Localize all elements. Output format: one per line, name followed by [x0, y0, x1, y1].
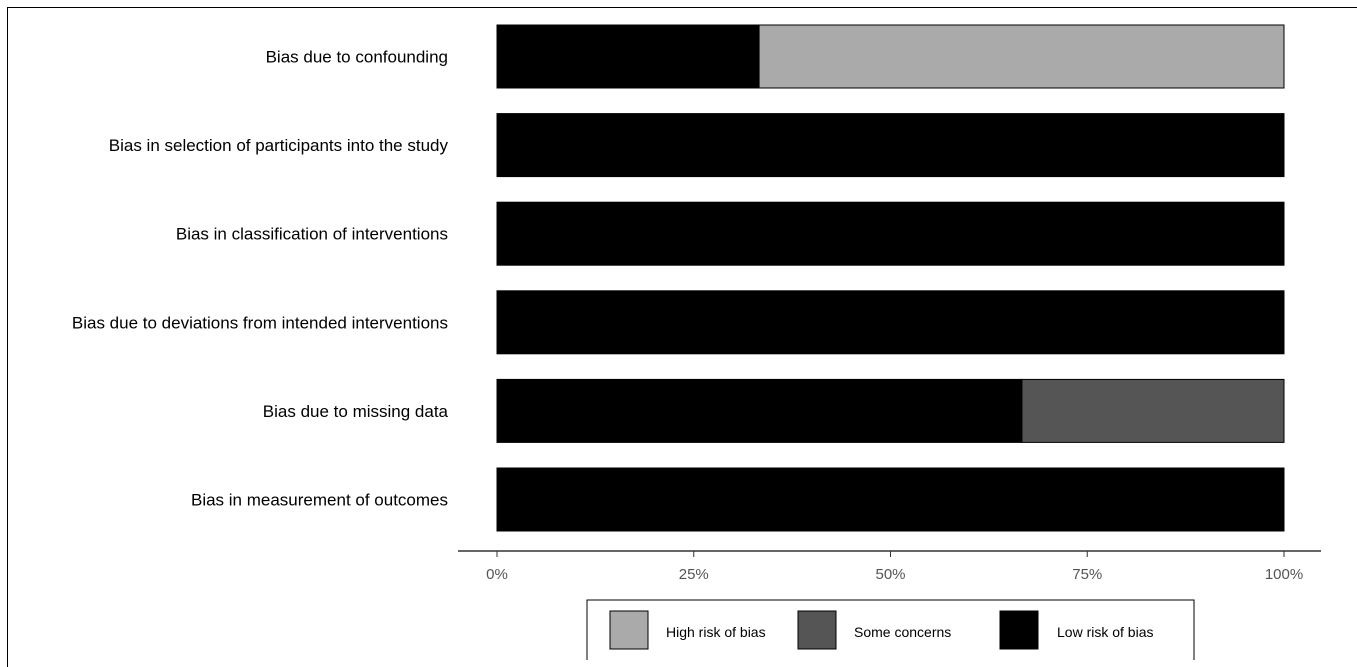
category-label: Bias due to deviations from intended int…: [72, 313, 448, 332]
legend: High risk of bias Some concerns Low risk o…: [586, 599, 1195, 660]
category-label: Bias in classification of interventions: [176, 225, 448, 244]
category-label: Bias due to confounding: [266, 48, 448, 67]
bar-bias-due-to-missing-data-low-risk-of-bias: [496, 378, 1023, 443]
legend-label-low-risk-of-bias: Low risk of bias: [1057, 624, 1153, 640]
legend-swatch-high-risk-of-bias: [609, 610, 649, 650]
bar-bias-in-classification-of-interventions-low-risk-of-bias: [496, 201, 1285, 266]
x-tick-label: 25%: [679, 566, 709, 583]
bar-bias-due-to-deviations-from-intended-interventions-low-risk-of-bias: [496, 290, 1285, 355]
bar-bias-due-to-confounding-high-risk-of-bias: [758, 24, 1285, 89]
legend-label-high-risk-of-bias: High risk of bias: [666, 624, 766, 640]
x-tick-label: 50%: [875, 566, 905, 583]
x-tick-label: 0%: [486, 566, 508, 583]
category-label: Bias due to missing data: [263, 402, 449, 421]
bar-bias-due-to-missing-data-some-concerns: [1021, 378, 1285, 443]
category-label: Bias in measurement of outcomes: [191, 491, 448, 510]
legend-swatch-some-concerns: [797, 610, 837, 650]
x-tick-label: 100%: [1265, 566, 1303, 583]
bar-bias-in-measurement-of-outcomes-low-risk-of-bias: [496, 467, 1285, 532]
category-label: Bias in selection of participants into t…: [109, 136, 449, 155]
legend-swatch-low-risk-of-bias: [999, 610, 1039, 650]
bar-bias-in-selection-of-participants-into-the-study-low-risk-of-bias: [496, 113, 1285, 178]
bar-bias-due-to-confounding-low-risk-of-bias: [496, 24, 760, 89]
legend-label-some-concerns: Some concerns: [854, 624, 951, 640]
x-tick-label: 75%: [1072, 566, 1102, 583]
legend-box: [586, 599, 1195, 660]
